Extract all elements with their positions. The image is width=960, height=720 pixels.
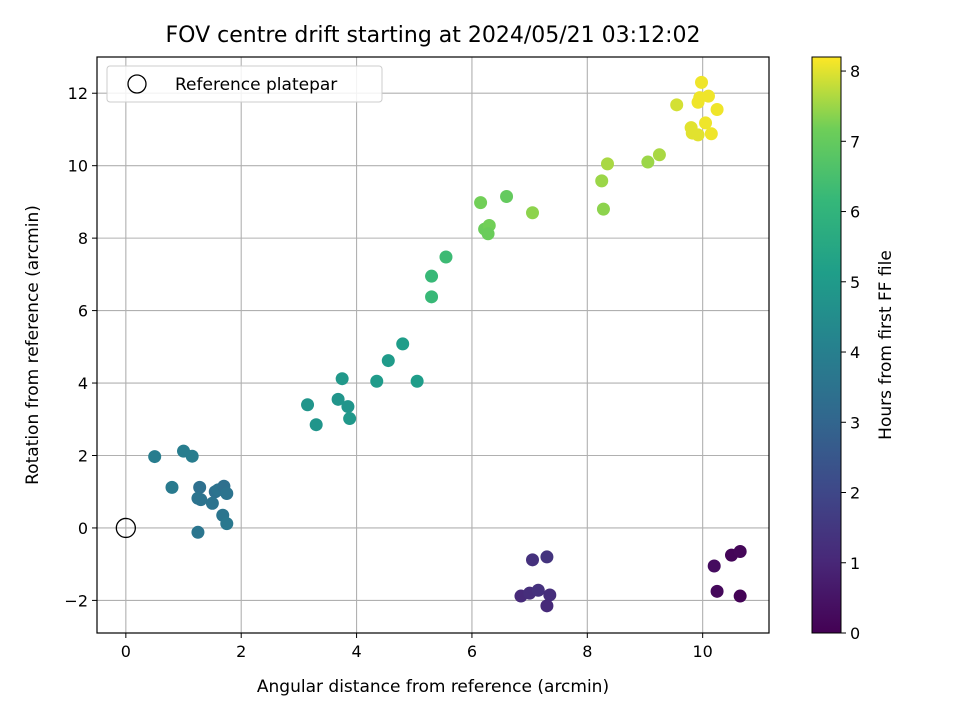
data-point — [205, 496, 219, 510]
legend-entry: Reference platepar — [175, 75, 337, 95]
data-point — [410, 374, 424, 388]
data-point — [526, 206, 540, 220]
colorbar-tick-label: 1 — [850, 554, 860, 573]
data-point — [439, 250, 453, 264]
data-point — [381, 354, 395, 368]
y-tick-label: 0 — [78, 519, 88, 538]
data-point — [185, 449, 199, 463]
data-point — [695, 75, 709, 89]
data-point — [341, 400, 355, 414]
y-tick-label: 12 — [68, 84, 88, 103]
y-tick-label: 6 — [78, 302, 88, 321]
x-tick-label: 4 — [351, 642, 361, 661]
data-point — [670, 98, 684, 112]
colorbar-tick-label: 3 — [850, 413, 860, 432]
data-point — [596, 202, 610, 216]
data-point — [710, 103, 724, 117]
data-point — [220, 487, 234, 501]
legend-box — [106, 65, 383, 103]
data-point — [425, 290, 439, 304]
colorbar-tick-label: 6 — [850, 203, 860, 222]
y-axis-ticks: −2 0 2 4 6 8 10 12 — [64, 84, 97, 610]
chart-title: FOV centre drift starting at 2024/05/21 … — [166, 23, 701, 48]
colorbar-tick-label: 5 — [850, 273, 860, 292]
colorbar-gradient — [811, 56, 842, 634]
y-tick-label: 2 — [78, 446, 88, 465]
data-point — [540, 599, 554, 613]
y-tick-label: 10 — [68, 157, 88, 176]
data-point — [540, 550, 554, 564]
colorbar-label: Hours from first FF file — [876, 250, 896, 440]
data-point — [370, 374, 384, 388]
data-point — [193, 480, 207, 494]
reference-marker-layer — [115, 517, 136, 539]
data-point — [309, 418, 323, 432]
y-tick-label: −2 — [64, 591, 88, 610]
data-point — [600, 157, 614, 171]
colorbar-tick-label: 0 — [850, 624, 860, 643]
data-point — [652, 148, 666, 162]
x-tick-label: 2 — [236, 642, 246, 661]
y-tick-label: 8 — [78, 229, 88, 248]
data-point — [699, 116, 713, 130]
data-point — [733, 589, 747, 603]
data-point — [165, 480, 179, 494]
x-tick-label: 6 — [467, 642, 477, 661]
data-point — [481, 227, 495, 241]
legend-marker — [127, 74, 147, 94]
data-point — [331, 392, 345, 406]
data-point — [191, 525, 205, 539]
colorbar: 0 1 2 3 4 5 6 7 8 Hours from first FF file — [811, 56, 896, 643]
data-point — [704, 127, 718, 141]
x-tick-label: 0 — [121, 642, 131, 661]
data-point — [531, 583, 545, 597]
reference-platepar-marker — [115, 517, 136, 539]
x-axis-ticks: 0 2 4 6 8 10 — [121, 633, 713, 661]
data-point — [335, 372, 349, 386]
data-point — [220, 517, 234, 531]
grid-lines — [97, 57, 769, 633]
colorbar-ticks: 0 1 2 3 4 5 6 7 8 — [841, 62, 860, 643]
x-tick-label: 10 — [692, 642, 712, 661]
data-point — [194, 493, 208, 507]
data-point — [710, 584, 724, 598]
colorbar-tick-label: 4 — [850, 343, 860, 362]
data-point — [343, 412, 357, 426]
data-point — [691, 128, 705, 142]
data-point — [595, 174, 609, 188]
data-point — [701, 89, 715, 103]
data-point — [543, 588, 557, 602]
data-point — [707, 559, 721, 573]
data-point — [526, 553, 540, 567]
colorbar-tick-label: 8 — [850, 62, 860, 81]
data-point — [474, 196, 488, 210]
x-axis-label: Angular distance from reference (arcmin) — [257, 677, 609, 697]
data-point — [148, 450, 162, 464]
plot-frame — [96, 56, 770, 634]
colorbar-tick-label: 2 — [850, 484, 860, 503]
legend: Reference platepar — [106, 65, 383, 103]
data-point — [425, 269, 439, 283]
data-point — [641, 155, 655, 169]
data-point — [396, 337, 410, 351]
y-axis-label: Rotation from reference (arcmin) — [23, 205, 43, 485]
data-points — [148, 75, 747, 613]
y-tick-label: 4 — [78, 374, 88, 393]
data-point — [301, 398, 315, 412]
colorbar-tick-label: 7 — [850, 132, 860, 151]
x-tick-label: 8 — [582, 642, 592, 661]
data-point — [500, 189, 514, 203]
data-point — [733, 544, 747, 558]
